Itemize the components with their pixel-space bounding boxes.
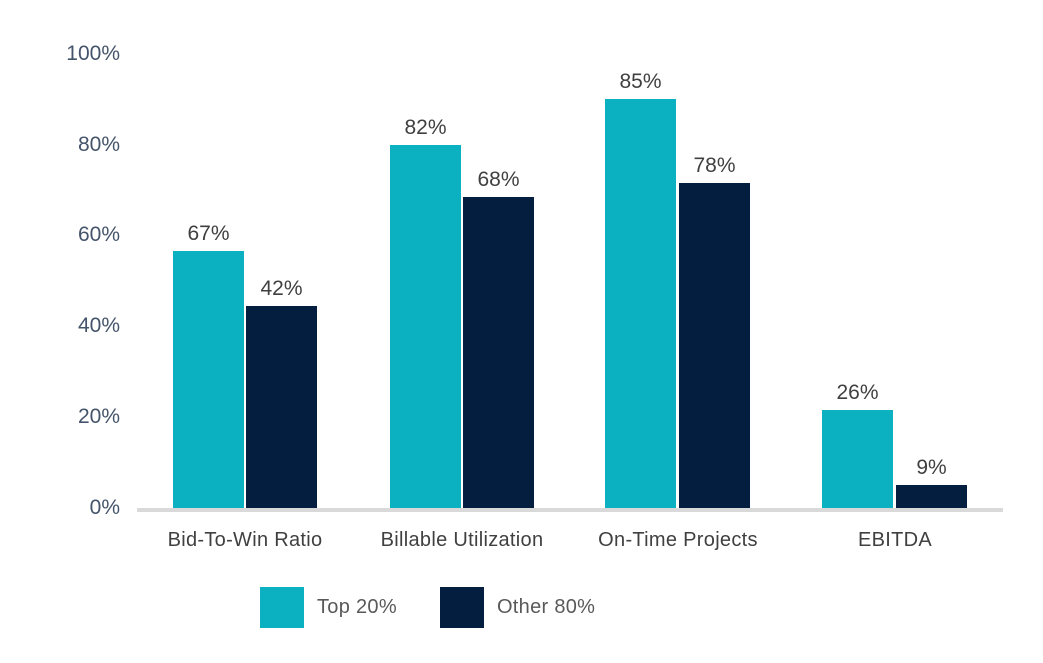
category-label-billable-utilization: Billable Utilization xyxy=(380,529,544,551)
bar-top20-billable-utilization xyxy=(390,145,461,508)
bar-other80-billable-utilization xyxy=(463,197,534,508)
category-label-bid-to-win: Bid-To-Win Ratio xyxy=(167,529,323,551)
data-label: 78% xyxy=(693,154,736,177)
bar-column-other80-billable-utilization: 68% xyxy=(463,168,534,508)
category-label-ebitda: EBITDA xyxy=(857,529,933,551)
bar-other80-ebitda xyxy=(896,485,967,508)
legend-label-top20: Top 20% xyxy=(317,596,397,618)
data-label: 67% xyxy=(187,222,230,245)
y-tick-label-0: 0% xyxy=(89,496,120,519)
bar-column-top20-ebitda: 26% xyxy=(822,381,893,508)
bar-column-other80-ebitda: 9% xyxy=(896,456,967,508)
legend-item-other80: Other 80% xyxy=(439,587,596,628)
category-label-on-time-projects: On-Time Projects xyxy=(598,529,758,551)
legend-swatch-other80 xyxy=(439,587,484,628)
data-label: 82% xyxy=(404,116,447,139)
y-tick-label-80: 80% xyxy=(77,133,120,156)
bar-column-other80-on-time-projects: 78% xyxy=(679,154,750,508)
y-tick-label-20: 20% xyxy=(77,405,120,428)
bar-top20-ebitda xyxy=(822,410,893,508)
bar-column-other80-bid-to-win: 42% xyxy=(246,277,317,508)
bar-top20-bid-to-win xyxy=(173,251,244,508)
legend-item-top20: Top 20% xyxy=(260,587,397,628)
bar-column-top20-bid-to-win: 67% xyxy=(173,222,244,508)
legend: Top 20% Other 80% xyxy=(260,587,595,628)
y-tick-label-40: 40% xyxy=(77,314,120,337)
y-tick-label-100: 100% xyxy=(66,42,120,65)
bar-top20-on-time-projects xyxy=(605,99,676,508)
data-label: 85% xyxy=(619,70,662,93)
bar-column-top20-billable-utilization: 82% xyxy=(390,116,461,508)
bar-other80-bid-to-win xyxy=(246,306,317,508)
bar-other80-on-time-projects xyxy=(679,183,750,508)
data-label: 68% xyxy=(477,168,520,191)
x-axis-line xyxy=(137,508,1003,512)
data-label: 42% xyxy=(260,277,303,300)
legend-swatch-top20 xyxy=(260,587,304,628)
y-tick-label-60: 60% xyxy=(77,223,120,246)
legend-label-other80: Other 80% xyxy=(496,596,596,618)
data-label: 26% xyxy=(836,381,879,404)
data-label: 9% xyxy=(916,456,947,479)
bar-column-top20-on-time-projects: 85% xyxy=(605,70,676,508)
